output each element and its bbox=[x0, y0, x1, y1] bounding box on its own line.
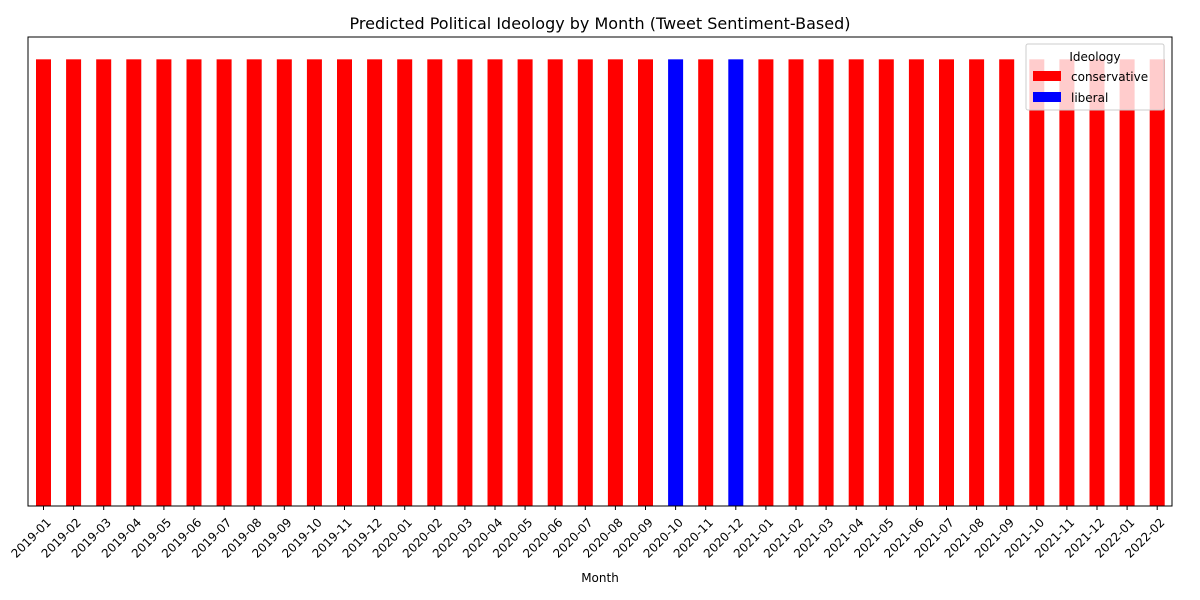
plot-frame bbox=[27, 36, 1173, 507]
bar-2019-10 bbox=[306, 59, 322, 506]
bar-2021-02 bbox=[788, 59, 804, 506]
bar-2021-05 bbox=[878, 59, 894, 506]
x-axis-label: Month bbox=[581, 571, 619, 585]
bar-2021-08 bbox=[969, 59, 985, 506]
bar-2022-01 bbox=[1119, 59, 1135, 506]
bar-2020-03 bbox=[457, 59, 473, 506]
bar-2021-12 bbox=[1089, 59, 1105, 506]
legend: Ideology conservative liberal bbox=[1025, 43, 1165, 111]
bar-2021-06 bbox=[908, 59, 924, 506]
bar-2019-12 bbox=[367, 59, 383, 506]
legend-swatch-conservative bbox=[1033, 71, 1061, 81]
bar-2021-07 bbox=[939, 59, 954, 506]
chart-title: Predicted Political Ideology by Month (T… bbox=[350, 14, 851, 33]
bar-2020-04 bbox=[487, 59, 503, 506]
bar-2021-10 bbox=[1029, 59, 1045, 506]
bar-2020-10 bbox=[668, 59, 684, 506]
legend-label-conservative: conservative bbox=[1071, 70, 1148, 84]
bar-2020-05 bbox=[517, 59, 533, 506]
legend-label-liberal: liberal bbox=[1071, 91, 1108, 105]
bar-2022-02 bbox=[1149, 59, 1165, 506]
bar-2019-06 bbox=[186, 59, 202, 506]
bar-2019-04 bbox=[126, 59, 142, 506]
bar-2020-09 bbox=[638, 59, 653, 506]
bar-2020-08 bbox=[607, 59, 623, 506]
x-ticks-group: 2019-012019-022019-032019-042019-052019-… bbox=[8, 506, 1168, 561]
bar-2020-06 bbox=[547, 59, 563, 506]
bar-2019-01 bbox=[36, 59, 51, 506]
bar-2019-08 bbox=[246, 59, 262, 506]
bar-2021-03 bbox=[818, 59, 834, 506]
legend-swatch-liberal bbox=[1033, 92, 1061, 102]
bars-group bbox=[36, 59, 1165, 506]
bar-2021-01 bbox=[758, 59, 774, 506]
bar-2020-11 bbox=[698, 59, 714, 506]
bar-2020-01 bbox=[397, 59, 413, 506]
bar-2020-12 bbox=[728, 59, 744, 506]
legend-title: Ideology bbox=[1069, 50, 1120, 64]
bar-2020-02 bbox=[427, 59, 443, 506]
bar-2021-11 bbox=[1059, 59, 1075, 506]
bar-2019-11 bbox=[337, 59, 352, 506]
bar-2019-09 bbox=[276, 59, 292, 506]
bar-2021-04 bbox=[848, 59, 864, 506]
bar-2019-03 bbox=[96, 59, 112, 506]
bar-2019-07 bbox=[216, 59, 232, 506]
bar-2019-05 bbox=[156, 59, 172, 506]
bar-2019-02 bbox=[66, 59, 82, 506]
bar-2021-09 bbox=[999, 59, 1015, 506]
bar-2020-07 bbox=[577, 59, 593, 506]
